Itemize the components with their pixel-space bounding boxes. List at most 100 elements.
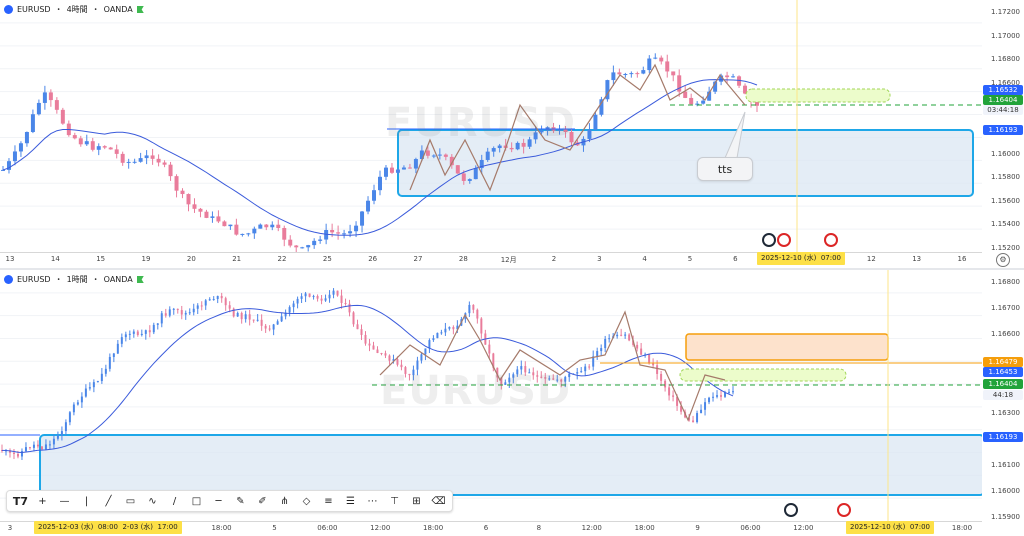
candle-body — [641, 70, 646, 74]
time-tick-label: 28 — [458, 255, 468, 263]
gann-icon[interactable]: ⊤ — [390, 495, 399, 507]
horizontal-line-icon[interactable]: ─ — [215, 495, 222, 507]
candle-body — [240, 233, 245, 235]
drawing-toolbar[interactable]: T7 + — | ╱ ▭ ∿ / □ ─ ✎ ✐ ⋔ ◇ ≡ ☰ ⋯ ⊤ ⊞ ⌫ — [6, 490, 453, 512]
price-tick-label: 1.15400 — [991, 220, 1020, 229]
candle-body — [599, 99, 604, 115]
time-tick-label: 15 — [96, 255, 106, 263]
pitchfork-icon[interactable]: ⋔ — [280, 495, 289, 507]
candle-body — [540, 376, 543, 378]
market-open-flag-icon — [136, 276, 144, 283]
pitchfan-icon[interactable]: ⋯ — [367, 495, 378, 507]
price-axis-1h[interactable]: 1.168001.167001.166001.165001.164001.163… — [982, 270, 1024, 521]
fib-retracement-icon[interactable]: ≡ — [324, 495, 333, 507]
time-tick-label: 6 — [733, 255, 738, 263]
zigzag-line — [409, 63, 746, 192]
candle-body — [152, 324, 155, 333]
crosshair-icon[interactable]: + — [38, 495, 47, 507]
candle-body — [569, 132, 574, 143]
candle-body — [48, 92, 53, 101]
candle-body — [611, 72, 616, 81]
candle-body — [296, 298, 299, 304]
date-cursor-badge-left: 2025-12-03 (水) 08:00 2-03 (水) 17:00 — [34, 521, 182, 534]
settings-gear-icon[interactable]: ⚙ — [996, 253, 1010, 267]
time-tick-label: 3 — [597, 255, 602, 263]
time-tick-label: 14 — [50, 255, 60, 263]
candle-body — [244, 314, 247, 320]
plot-area-4h[interactable]: EURUSD EURUSD ・ 4時間 ・ OANDA tts — [0, 0, 983, 252]
candle-body — [144, 155, 149, 159]
price-tick-label: 1.16800 — [991, 55, 1020, 64]
candle-body — [280, 316, 283, 322]
callout-icon[interactable]: ▭ — [125, 495, 136, 507]
time-axis-4h[interactable]: 131415192021222526272812月23456911121316 — [0, 252, 982, 267]
candle-body — [48, 444, 51, 446]
candle-body — [340, 295, 343, 303]
line-tool-icon[interactable]: / — [172, 495, 177, 507]
candle-body — [88, 387, 91, 389]
candle-body — [364, 334, 367, 344]
candle-body — [308, 293, 311, 297]
price-axis-4h[interactable]: 1.172001.170001.168001.166001.164001.162… — [982, 0, 1024, 252]
eraser-icon[interactable]: ⌫ — [431, 495, 446, 507]
horizontal-ray-icon[interactable]: — — [59, 495, 70, 507]
vertical-line-icon[interactable]: | — [84, 495, 89, 507]
time-tick-label: 19 — [141, 255, 151, 263]
candle-body — [716, 395, 719, 397]
long-position-icon[interactable]: ⊞ — [412, 495, 421, 507]
highlighter-icon[interactable]: ✐ — [258, 495, 267, 507]
pane-separator[interactable] — [0, 268, 1024, 270]
time-tick-label: 12:00 — [370, 524, 391, 532]
broker: OANDA — [103, 5, 133, 14]
tradingview-logo-icon: T7 — [12, 494, 29, 508]
supply-zone — [685, 333, 889, 361]
symbol-logo-icon — [4, 275, 13, 284]
candle-body — [449, 156, 454, 166]
candle-body — [216, 296, 219, 300]
candle-body — [616, 334, 619, 337]
tts-callout[interactable]: tts — [697, 157, 753, 181]
candle-body — [576, 372, 579, 374]
candle-body — [320, 298, 323, 301]
chart-header[interactable]: EURUSD ・ 1時間 ・ OANDA — [4, 274, 144, 285]
symbol-name[interactable]: EURUSD — [17, 275, 51, 284]
path-icon[interactable]: ∿ — [148, 495, 157, 507]
candle-body — [328, 294, 331, 299]
candle-body — [713, 81, 718, 92]
chart-pane-1h[interactable]: EURUSD EURUSD ・ 1時間 ・ OANDA 1.16800 1.167… — [0, 270, 1024, 536]
plot-area-1h[interactable]: EURUSD EURUSD ・ 1時間 ・ OANDA — [0, 270, 983, 521]
candle-body — [480, 318, 483, 334]
candle-body — [210, 216, 215, 218]
timeframe[interactable]: 1時間 — [66, 275, 88, 284]
candle-body — [388, 355, 391, 361]
candle-body — [516, 369, 519, 375]
rectangle-icon[interactable]: □ — [191, 495, 202, 507]
timeframe[interactable]: 4時間 — [66, 5, 88, 14]
moving-average-line — [2, 79, 758, 236]
price-tick-label: 1.16800 — [991, 278, 1020, 286]
candle-body — [168, 164, 173, 177]
time-tick-label: 5 — [687, 255, 693, 263]
candle-body — [491, 148, 496, 152]
measure-icon[interactable]: ◇ — [302, 495, 311, 507]
chart-pane-4h[interactable]: EURUSD EURUSD ・ 4時間 ・ OANDA tts 1.17200 1… — [0, 0, 1024, 268]
candle-body — [342, 233, 347, 235]
broker: OANDA — [103, 275, 133, 284]
trend-line-icon[interactable]: ╱ — [105, 495, 112, 507]
candle-body — [192, 308, 195, 313]
candle-body — [150, 155, 155, 159]
symbol-name[interactable]: EURUSD — [17, 5, 51, 14]
candle-body — [444, 328, 447, 333]
candle-body — [600, 348, 603, 352]
time-tick-label: 18:00 — [211, 524, 232, 532]
candle-body — [473, 168, 478, 180]
time-tick-label: 06:00 — [317, 524, 338, 532]
time-tick-label: 8 — [536, 524, 542, 532]
chart-header[interactable]: EURUSD ・ 4時間 ・ OANDA — [4, 4, 144, 15]
candle-body — [264, 224, 269, 228]
brush-icon[interactable]: ✎ — [236, 495, 245, 507]
fib-channel-icon[interactable]: ☰ — [346, 495, 355, 507]
candle-body — [408, 373, 411, 376]
candle-body — [240, 312, 243, 320]
candle-body — [724, 392, 727, 397]
